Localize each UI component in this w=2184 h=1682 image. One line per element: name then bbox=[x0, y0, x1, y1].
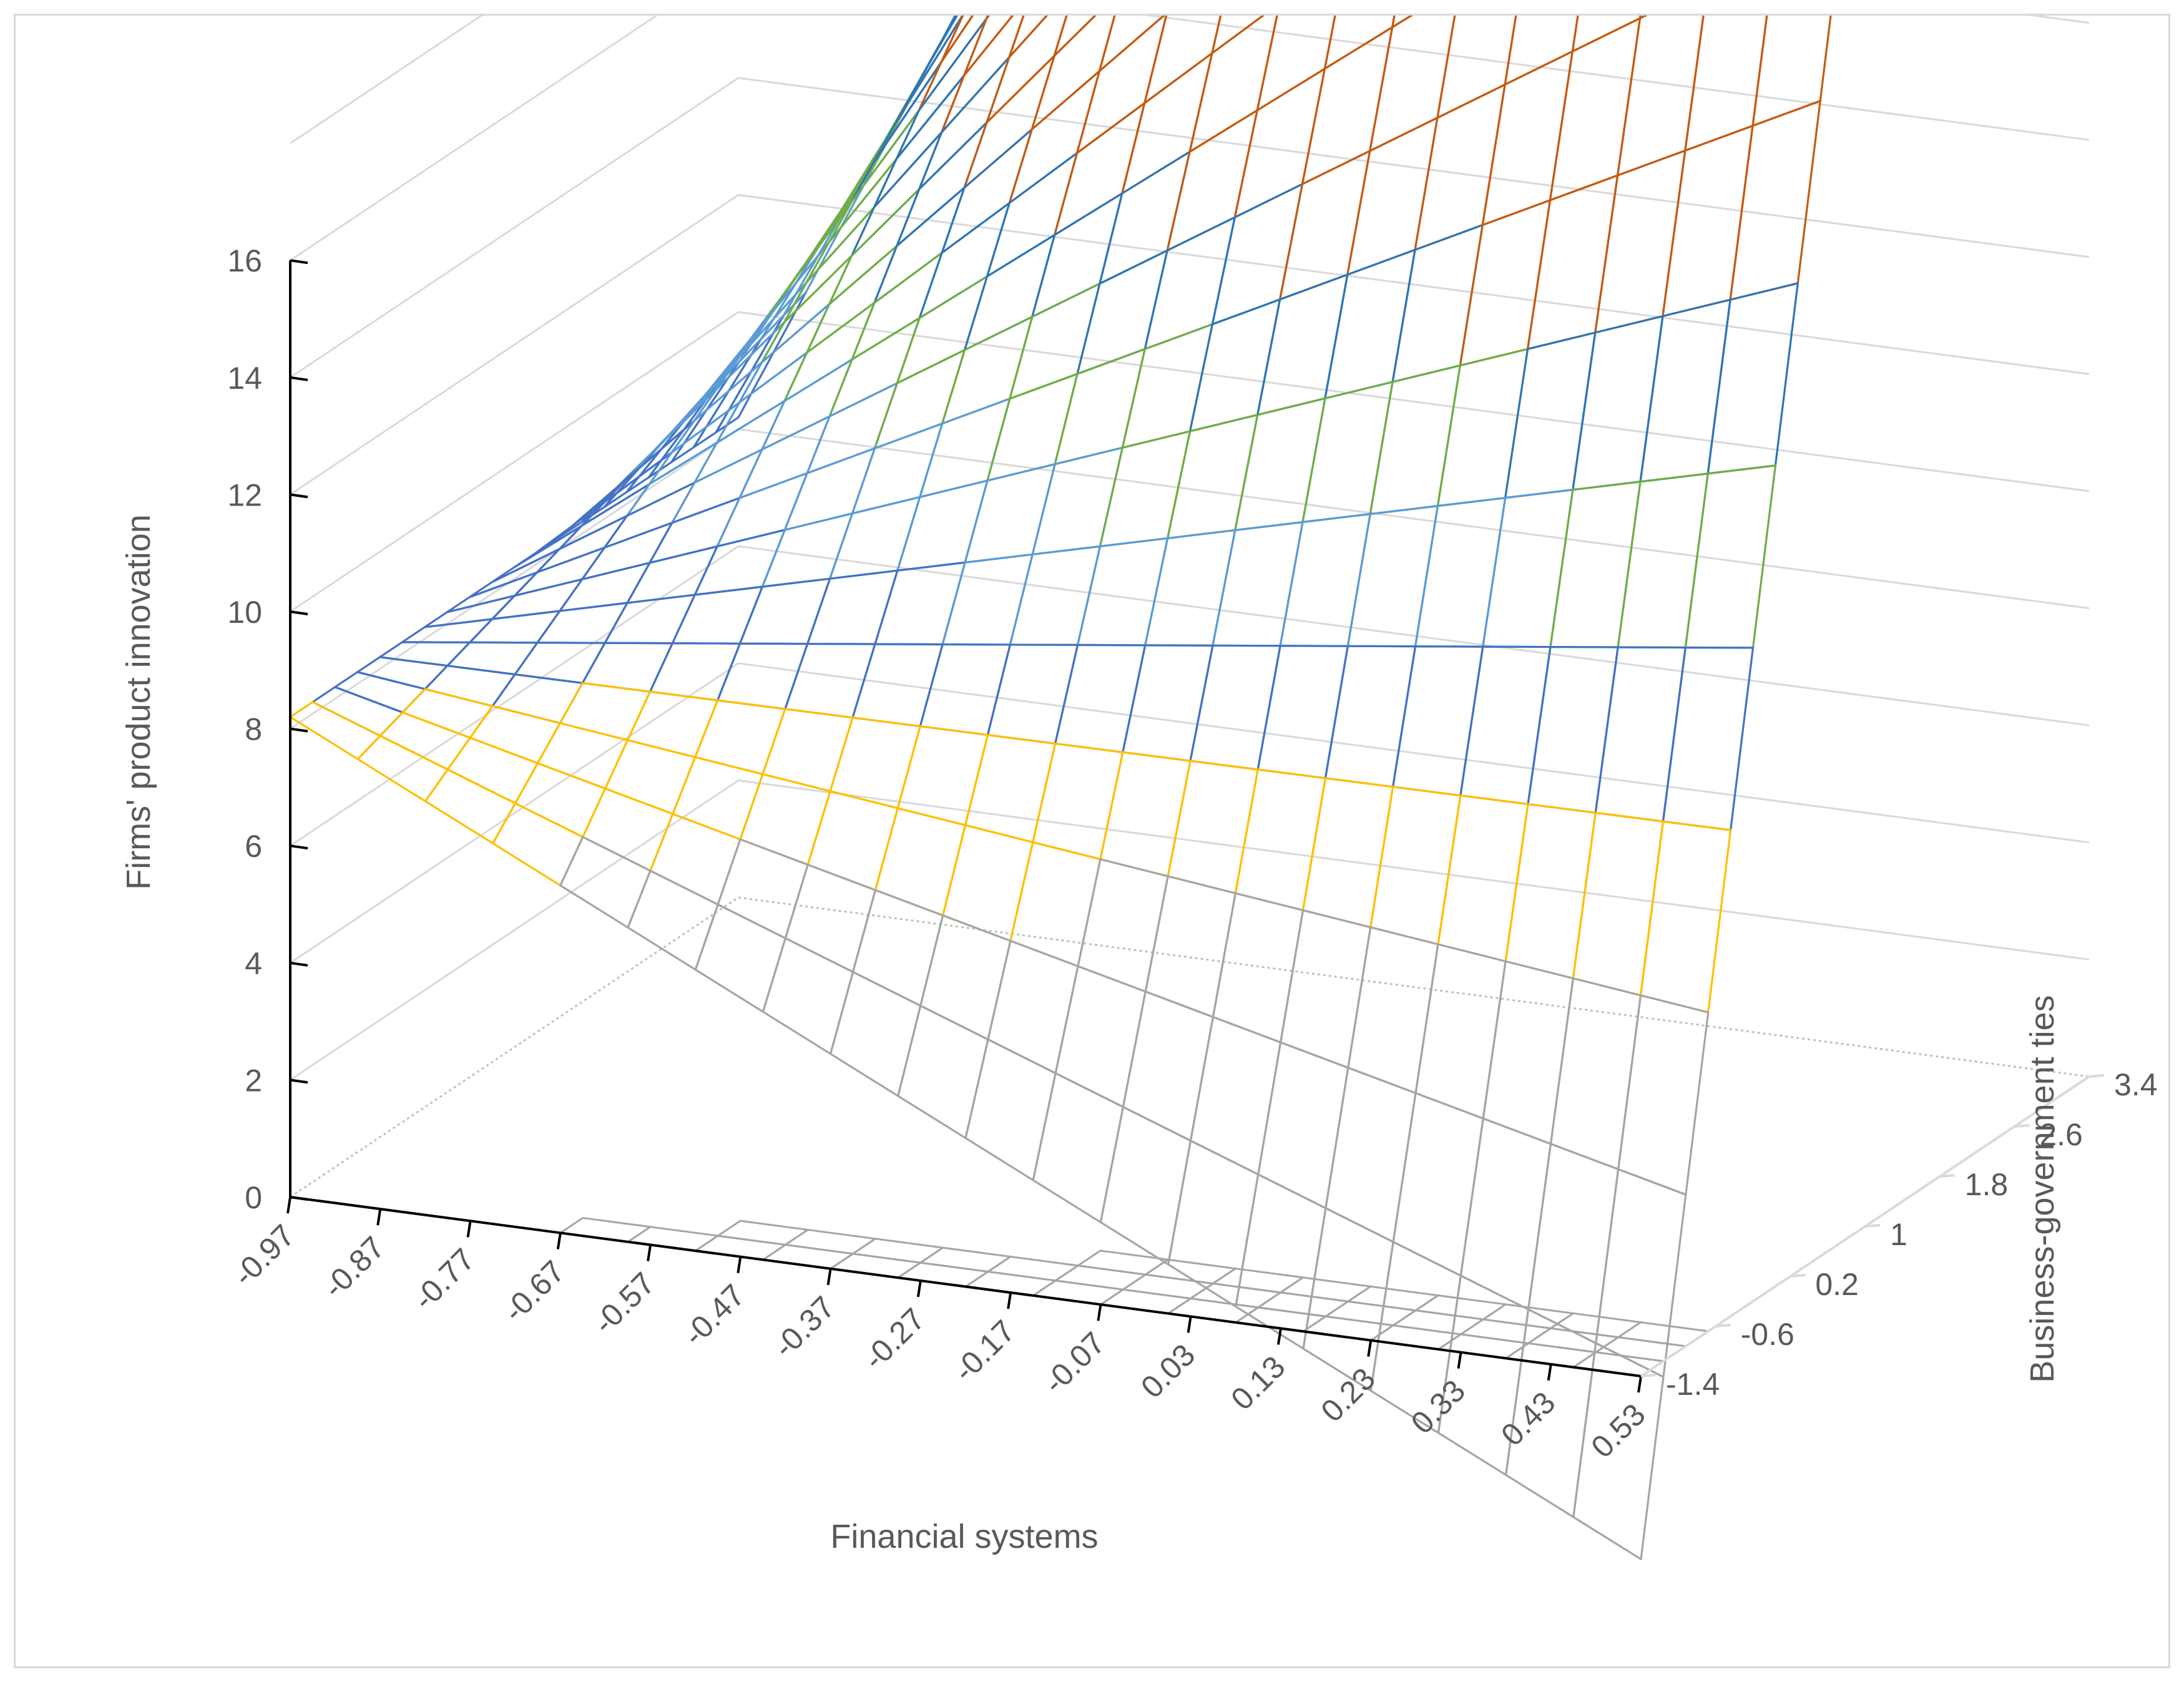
back-wall-gridline bbox=[738, 311, 2090, 492]
x-tick bbox=[1276, 1328, 1282, 1345]
z-tick bbox=[290, 376, 308, 381]
x-tick-label: -0.97 bbox=[227, 1218, 301, 1293]
back-wall-gridline bbox=[738, 428, 2090, 610]
x-axis-title: Financial systems bbox=[830, 1518, 1098, 1555]
z-tick bbox=[290, 844, 308, 850]
z-axis-title: Firms' product innovation bbox=[120, 514, 157, 890]
z-tick-label: 10 bbox=[227, 595, 262, 630]
side-wall-gridline bbox=[290, 311, 739, 613]
z-tick-label: 12 bbox=[227, 477, 262, 512]
x-tick bbox=[1367, 1340, 1373, 1357]
axes bbox=[286, 259, 2105, 1393]
x-tick-label: -0.67 bbox=[496, 1254, 571, 1329]
x-tick bbox=[737, 1256, 742, 1273]
y-tick bbox=[1790, 1274, 1806, 1278]
x-tick bbox=[286, 1196, 291, 1214]
floor-cell bbox=[918, 1246, 1013, 1273]
z-tick-label: 8 bbox=[245, 712, 262, 747]
z-tick bbox=[290, 259, 308, 265]
side-wall-gridline bbox=[290, 545, 739, 847]
x-tick-label: -0.07 bbox=[1037, 1325, 1112, 1400]
x-tick bbox=[466, 1220, 472, 1238]
x-tick-label: -0.87 bbox=[316, 1230, 391, 1304]
y-tick-label: 1 bbox=[1890, 1217, 1907, 1252]
z-tick bbox=[290, 1196, 308, 1201]
z-tick bbox=[290, 727, 308, 733]
side-wall-gridline bbox=[290, 16, 659, 262]
x-tick-label: 0.03 bbox=[1134, 1337, 1202, 1405]
x-tick-label: -0.47 bbox=[677, 1278, 752, 1352]
z-tick-label: 4 bbox=[245, 946, 262, 981]
z-tick-label: 0 bbox=[245, 1180, 262, 1215]
z-tick-label: 14 bbox=[227, 361, 262, 396]
x-tick bbox=[1097, 1304, 1102, 1321]
side-wall-gridline bbox=[290, 16, 483, 144]
y-tick-label: -1.4 bbox=[1666, 1367, 1720, 1402]
y-axis-title: Business-government ties bbox=[2024, 995, 2061, 1382]
x-tick-label: -0.77 bbox=[406, 1241, 481, 1316]
side-wall-gridline bbox=[290, 194, 739, 496]
y-tick-label: -0.6 bbox=[1741, 1317, 1795, 1352]
back-wall-gridline bbox=[738, 662, 2090, 844]
back-wall-gridline bbox=[738, 545, 2090, 726]
side-wall-gridline bbox=[290, 428, 739, 730]
surface-cell bbox=[940, 16, 974, 63]
x-tick-label: 0.13 bbox=[1224, 1349, 1291, 1417]
z-tick bbox=[290, 493, 308, 499]
z-tick-label: 6 bbox=[245, 829, 262, 864]
side-wall-gridline bbox=[290, 780, 739, 1081]
floor-cell bbox=[783, 1228, 878, 1255]
y-tick bbox=[2014, 1124, 2030, 1128]
y-tick bbox=[1640, 1374, 1657, 1377]
z-tick bbox=[290, 961, 308, 967]
floor-edge bbox=[738, 896, 2090, 1078]
x-tick-label: -0.57 bbox=[587, 1266, 662, 1341]
x-tick bbox=[1187, 1316, 1192, 1333]
side-wall-gridline bbox=[290, 77, 739, 379]
x-tick bbox=[556, 1233, 562, 1249]
y-tick bbox=[1939, 1174, 1955, 1178]
y-tick bbox=[1864, 1224, 1881, 1228]
y-tick-label: 1.8 bbox=[1965, 1167, 2009, 1202]
x-axis-line bbox=[290, 1196, 1642, 1377]
x-tick bbox=[1007, 1292, 1012, 1309]
x-tick bbox=[376, 1208, 382, 1226]
z-tick-label: 16 bbox=[227, 243, 262, 278]
y-tick-label: 3.4 bbox=[2114, 1067, 2158, 1102]
z-tick-label: 2 bbox=[245, 1063, 262, 1098]
z-tick bbox=[290, 610, 308, 615]
side-wall-gridline bbox=[290, 662, 739, 964]
x-tick bbox=[647, 1244, 652, 1261]
x-tick-label: -0.17 bbox=[947, 1313, 1022, 1388]
surface-mesh bbox=[289, 16, 1832, 1560]
x-tick bbox=[826, 1268, 832, 1286]
chart-frame: 0 2 4 6 8 10 12 14 16 -0.97 -0.87 -0.77 -0.67 -0.57 -0… bbox=[14, 14, 2170, 1668]
x-tick bbox=[1547, 1364, 1552, 1381]
z-tick bbox=[290, 1078, 308, 1084]
x-tick-label: -0.37 bbox=[766, 1289, 841, 1364]
x-tick bbox=[1637, 1376, 1642, 1393]
floor-cell bbox=[715, 1220, 811, 1246]
x-tick bbox=[916, 1280, 922, 1298]
back-wall-gridline bbox=[1144, 16, 2090, 141]
x-tick bbox=[1457, 1352, 1462, 1369]
surface-cell bbox=[1572, 1342, 1665, 1560]
x-tick-label: -0.27 bbox=[856, 1301, 931, 1376]
y-tick-label: 2.6 bbox=[2039, 1117, 2083, 1152]
floor-cell bbox=[985, 1255, 1081, 1282]
y-tick bbox=[1715, 1324, 1731, 1328]
y-tick bbox=[2089, 1074, 2105, 1078]
floor-cell bbox=[850, 1238, 946, 1264]
side-wall-gridlines bbox=[290, 16, 739, 1081]
back-wall-gridline bbox=[738, 779, 2090, 961]
y-tick-label: 0.2 bbox=[1815, 1267, 1859, 1302]
back-wall-gridline bbox=[738, 193, 2090, 375]
